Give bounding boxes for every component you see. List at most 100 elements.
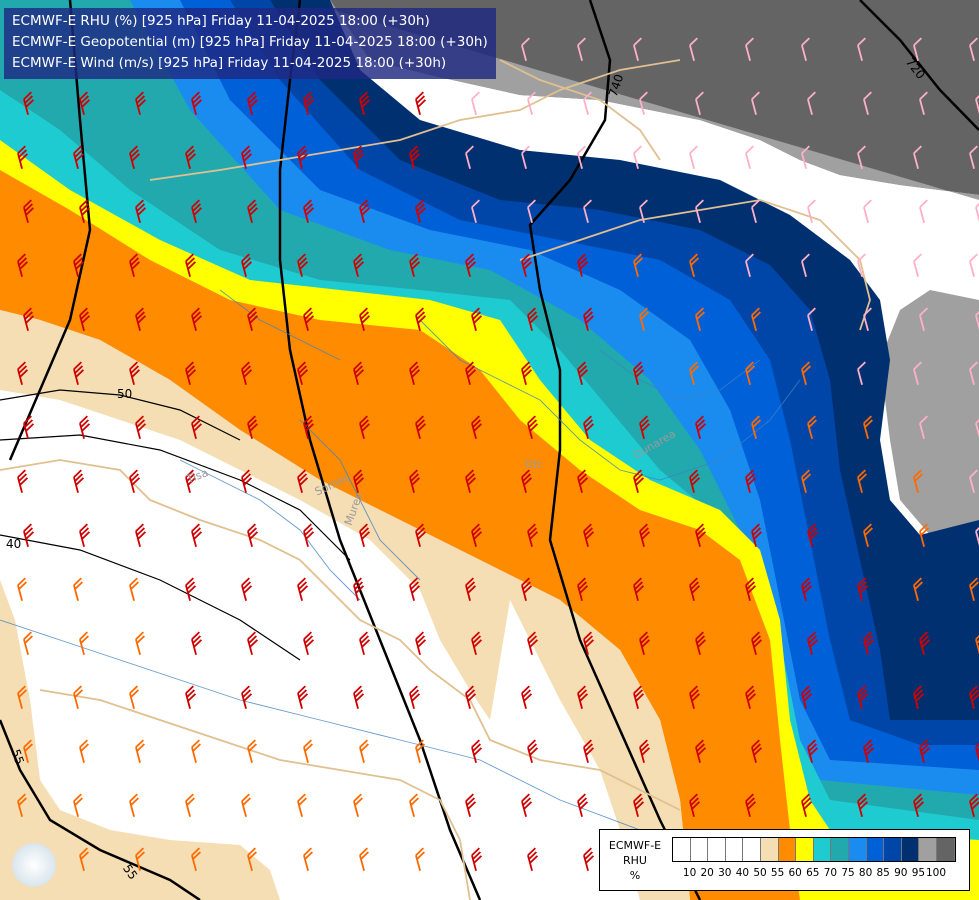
wind-barb bbox=[471, 199, 480, 223]
wind-barb bbox=[297, 577, 309, 601]
wind-barb bbox=[359, 415, 371, 439]
wind-barb bbox=[577, 361, 589, 385]
wind-barb bbox=[303, 523, 315, 547]
wind-barb bbox=[807, 307, 816, 331]
country-borders bbox=[0, 59, 871, 900]
legend-tick-label: 10 bbox=[682, 867, 697, 879]
wind-barb bbox=[409, 685, 421, 709]
wind-barb bbox=[17, 253, 29, 277]
wind-barb bbox=[73, 685, 83, 709]
contour-label: 740 bbox=[606, 72, 626, 98]
wind-barb bbox=[919, 91, 928, 115]
wind-barb bbox=[857, 361, 866, 385]
wind-barb bbox=[689, 37, 698, 61]
legend-swatch bbox=[673, 838, 691, 861]
wind-barb bbox=[415, 631, 427, 655]
wind-barb bbox=[465, 145, 474, 169]
wind-barb bbox=[751, 199, 760, 223]
wind-barb bbox=[471, 415, 483, 439]
rhu-band-55-southwest bbox=[0, 580, 280, 900]
wind-barb bbox=[359, 199, 371, 223]
rhu-band-60 bbox=[0, 170, 800, 900]
wind-barb bbox=[633, 469, 645, 493]
wind-barb bbox=[975, 739, 979, 763]
wind-barb bbox=[17, 469, 29, 493]
wind-barb bbox=[247, 415, 259, 439]
wind-barb bbox=[129, 145, 141, 169]
wind-barb bbox=[583, 523, 595, 547]
wind-barb bbox=[801, 37, 810, 61]
wind-barb bbox=[409, 361, 421, 385]
wind-barb bbox=[969, 685, 979, 709]
wind-barb bbox=[633, 37, 642, 61]
wind-barb bbox=[695, 307, 705, 331]
contour-southwest bbox=[0, 719, 201, 900]
wind-barb bbox=[521, 685, 533, 709]
wind-barb bbox=[857, 469, 867, 493]
wind-barb bbox=[465, 577, 477, 601]
wind-barb bbox=[409, 145, 421, 169]
wind-barb bbox=[633, 361, 645, 385]
wind-barb bbox=[577, 577, 589, 601]
contour-west bbox=[8, 0, 92, 461]
wind-barb bbox=[695, 415, 707, 439]
wind-barb bbox=[247, 91, 259, 115]
wind-barb bbox=[353, 685, 365, 709]
wind-barb bbox=[73, 361, 85, 385]
wind-barb bbox=[633, 577, 645, 601]
wind-barb bbox=[863, 523, 873, 547]
legend-swatch bbox=[936, 838, 955, 861]
wind-barb bbox=[73, 793, 83, 817]
wind-barb bbox=[807, 91, 816, 115]
wind-barb bbox=[135, 523, 147, 547]
wind-barb bbox=[185, 793, 195, 817]
wind-barb bbox=[863, 199, 872, 223]
wind-barb bbox=[639, 307, 649, 331]
wind-barb bbox=[913, 37, 922, 61]
wind-barb bbox=[863, 631, 875, 655]
wind-barb bbox=[745, 37, 754, 61]
wind-barb bbox=[191, 739, 201, 763]
legend-label-line: % bbox=[629, 869, 641, 882]
wind-barb bbox=[527, 91, 536, 115]
wind-barb bbox=[247, 307, 259, 331]
legend-swatch bbox=[743, 838, 761, 861]
contour-740 bbox=[528, 0, 702, 900]
wind-barb bbox=[465, 361, 477, 385]
legend-tick-labels: 10 20 30 40 50 55 60 65 70 75 80 85 90 95 100 bbox=[672, 867, 972, 881]
wind-barb bbox=[409, 253, 421, 277]
wind-barb bbox=[863, 739, 875, 763]
wind-barb bbox=[807, 631, 819, 655]
wind-barb bbox=[857, 37, 866, 61]
wind-barb bbox=[583, 631, 595, 655]
wind-barb bbox=[913, 361, 922, 385]
wind-barb bbox=[857, 793, 869, 817]
wind-barb bbox=[129, 469, 141, 493]
wind-barb bbox=[415, 523, 427, 547]
wind-barb bbox=[975, 199, 979, 223]
wind-barb bbox=[353, 361, 365, 385]
wind-barb bbox=[135, 739, 145, 763]
contour-mid-thin bbox=[0, 434, 351, 561]
wind-barb bbox=[23, 415, 35, 439]
wind-barb bbox=[191, 199, 203, 223]
wind-barb bbox=[633, 145, 642, 169]
legend-swatch bbox=[919, 838, 937, 861]
wind-barb bbox=[639, 199, 648, 223]
wind-barb bbox=[415, 847, 425, 871]
wind-barb bbox=[583, 739, 595, 763]
wind-barb bbox=[465, 469, 477, 493]
wind-barb bbox=[801, 253, 810, 277]
wind-barb bbox=[409, 793, 419, 817]
wind-barb bbox=[633, 253, 643, 277]
wind-barb bbox=[241, 577, 253, 601]
wind-barb bbox=[863, 91, 872, 115]
wind-barb bbox=[583, 199, 592, 223]
wind-barb bbox=[689, 469, 701, 493]
wind-barb bbox=[191, 631, 203, 655]
wind-barb bbox=[751, 523, 763, 547]
wind-barb bbox=[79, 91, 91, 115]
wind-barb bbox=[639, 91, 648, 115]
wind-barb bbox=[241, 685, 253, 709]
